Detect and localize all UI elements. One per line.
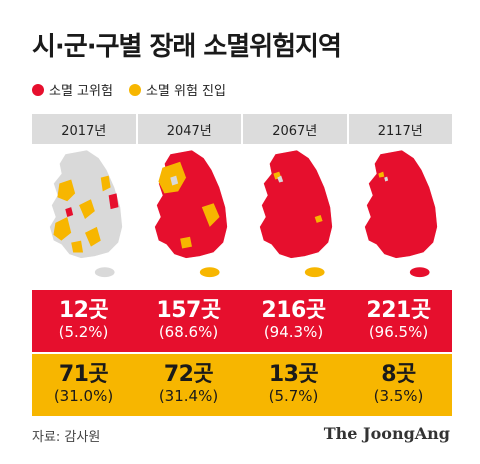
entry-pct: (3.5%) (373, 387, 424, 406)
legend-label-high-risk: 소멸 고위험 (49, 84, 113, 99)
legend-item-high-risk: 소멸 고위험 (32, 80, 113, 99)
map-cell-2117 (347, 146, 452, 288)
entry-count: 13곳 (268, 362, 319, 388)
high-risk-pct: (5.2%) (58, 323, 109, 342)
brand-logo: The JoongAng (323, 424, 450, 443)
maps-row (32, 146, 452, 288)
year-2047: 2047년 (138, 114, 243, 144)
high-risk-count: 221곳 (366, 298, 431, 324)
korea-map-2047 (153, 149, 228, 278)
high-risk-2117: 221곳 (96.5%) (347, 290, 452, 352)
high-risk-pct: (68.6%) (158, 323, 219, 342)
legend-item-entry: 소멸 위험 진입 (128, 80, 226, 99)
entry-row: 71곳 (31.0%) 72곳 (31.4%) 13곳 (5.7%) 8곳 (3… (32, 354, 452, 416)
high-risk-2067: 216곳 (94.3%) (242, 290, 347, 352)
high-risk-row: 12곳 (5.2%) 157곳 (68.6%) 216곳 (94.3%) 221… (32, 290, 452, 352)
entry-dot-icon (128, 83, 141, 96)
high-risk-2017: 12곳 (5.2%) (32, 290, 137, 352)
high-risk-count: 157곳 (156, 298, 221, 324)
high-risk-pct: (96.5%) (368, 323, 429, 342)
year-header-row: 2017년 2047년 2067년 2117년 (32, 114, 452, 144)
entry-2117: 8곳 (3.5%) (347, 354, 452, 416)
legend: 소멸 고위험 소멸 위험 진입 (32, 80, 242, 99)
map-cell-2067 (242, 146, 347, 288)
map-cell-2047 (137, 146, 242, 288)
year-2067: 2067년 (243, 114, 349, 144)
entry-count: 72곳 (163, 362, 214, 388)
entry-2017: 71곳 (31.0%) (32, 354, 137, 416)
year-2017: 2017년 (32, 114, 138, 144)
legend-label-entry: 소멸 위험 진입 (145, 84, 226, 99)
map-cell-2017 (32, 146, 137, 288)
entry-2067: 13곳 (5.7%) (242, 354, 347, 416)
high-risk-count: 12곳 (58, 298, 109, 324)
korea-map-2017 (48, 149, 123, 278)
korea-map-2067 (258, 149, 333, 278)
high-risk-pct: (94.3%) (263, 323, 324, 342)
high-risk-2047: 157곳 (68.6%) (137, 290, 242, 352)
entry-count: 8곳 (381, 362, 416, 388)
korea-map-2117 (363, 149, 438, 278)
page-title: 시·군·구별 장래 소멸위험지역 (32, 32, 342, 62)
entry-count: 71곳 (58, 362, 109, 388)
source-note: 자료: 감사원 (32, 430, 101, 445)
high-risk-dot-icon (32, 83, 44, 96)
entry-pct: (5.7%) (268, 387, 319, 406)
high-risk-count: 216곳 (261, 298, 326, 324)
entry-pct: (31.0%) (53, 387, 114, 406)
entry-pct: (31.4%) (158, 387, 219, 406)
year-2117: 2117년 (377, 123, 423, 139)
entry-2047: 72곳 (31.4%) (137, 354, 242, 416)
